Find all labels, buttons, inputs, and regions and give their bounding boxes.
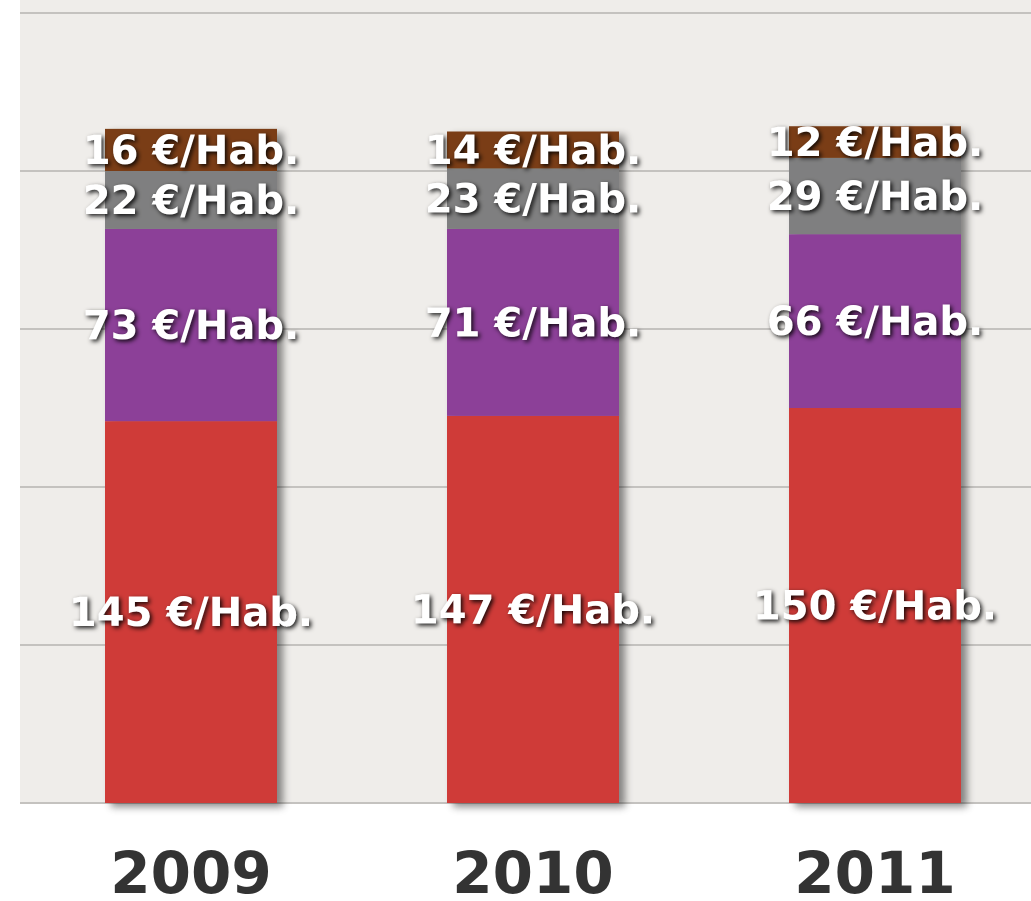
bar-segment [105, 128, 277, 171]
bar-segment [447, 415, 619, 803]
bar-segment [789, 157, 961, 235]
data-label: 12 €/Hab. [767, 120, 983, 166]
data-label: 23 €/Hab. [425, 177, 641, 223]
bar-segment [447, 168, 619, 229]
bar-segment [789, 234, 961, 408]
data-label: 22 €/Hab. [83, 178, 299, 224]
bar-segment [789, 408, 961, 803]
bar-segment [105, 228, 277, 422]
data-label: 66 €/Hab. [767, 299, 983, 345]
bar-segment [105, 171, 277, 229]
data-label: 145 €/Hab. [69, 590, 313, 636]
data-label: 147 €/Hab. [411, 587, 655, 633]
data-label: 71 €/Hab. [425, 300, 641, 346]
bar-segment [789, 126, 961, 158]
bar-segment [447, 131, 619, 169]
x-tick-label: 2009 [110, 839, 271, 901]
data-label: 29 €/Hab. [767, 174, 983, 220]
data-label: 14 €/Hab. [425, 128, 641, 174]
x-tick-label: 2010 [452, 839, 613, 901]
bar-stack [789, 126, 961, 803]
bar-stack [447, 131, 619, 803]
bar-segment [447, 228, 619, 416]
x-tick-label: 2011 [794, 839, 955, 901]
bar-stack [105, 128, 277, 803]
data-label: 73 €/Hab. [83, 303, 299, 349]
bar-segment [105, 421, 277, 803]
data-label: 16 €/Hab. [83, 128, 299, 174]
data-label: 150 €/Hab. [753, 584, 997, 630]
